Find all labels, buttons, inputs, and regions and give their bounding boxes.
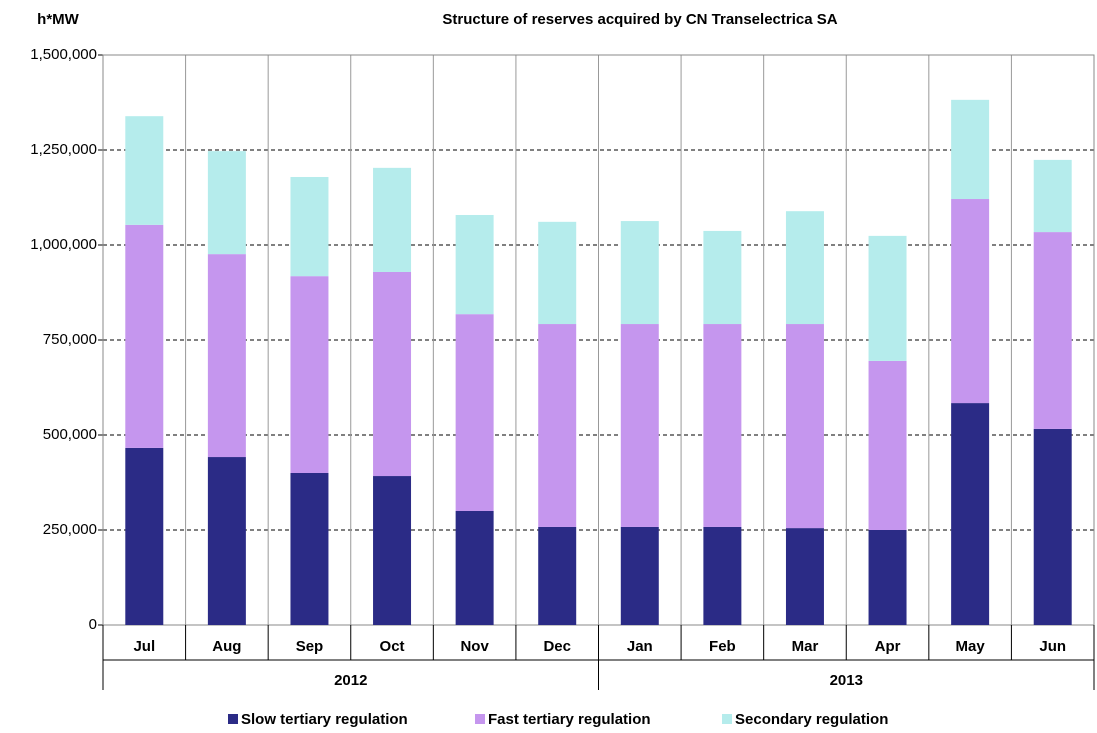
x-tick-label: Jan [627,638,653,655]
bar-segment [620,221,659,325]
bar-segment [538,221,577,325]
bar-segment [290,276,329,473]
y-tick-label: 1,000,000 [30,236,97,253]
bar-segment [125,447,164,625]
bar-segment [373,167,412,272]
y-tick-label: 1,250,000 [30,141,97,158]
y-tick-label: 250,000 [43,521,97,538]
bar-segment [951,199,990,404]
legend-label: Slow tertiary regulation [241,711,408,728]
x-tick-label: Apr [875,638,901,655]
bar-segment [1033,232,1072,429]
bar-segment [455,214,494,315]
bar-segment [1033,159,1072,233]
y-tick-label: 500,000 [43,426,97,443]
chart-title: Structure of reserves acquired by CN Tra… [442,11,837,28]
bar-segment [703,324,742,527]
legend-label: Secondary regulation [735,711,888,728]
x-tick-label: Sep [296,638,324,655]
bar-segment [868,235,907,361]
bar-segment [290,473,329,625]
legend-swatch [228,714,238,724]
bar-segment [785,211,824,325]
bar-segment [951,99,990,200]
x-tick-label: May [956,638,986,655]
bar-segment [538,324,577,527]
x-tick-label: Feb [709,638,736,655]
bar-segment [207,151,246,255]
bar-segment [620,324,659,527]
x-tick-label: Dec [543,638,571,655]
x-tick-label: Nov [460,638,489,655]
bar-segment [620,526,659,625]
bar-segment [455,314,494,511]
bar-segment [373,476,412,625]
y-tick-label: 0 [89,616,97,633]
y-axis-label: h*MW [37,11,79,28]
bar-segment [290,176,329,277]
bar-segment [125,116,164,225]
x-tick-label: Jul [133,638,155,655]
x-tick-label: Mar [792,638,819,655]
y-tick-label: 1,500,000 [30,46,97,63]
bar-segment [868,530,907,625]
legend-swatch [722,714,732,724]
y-tick-label: 750,000 [43,331,97,348]
legend-label: Fast tertiary regulation [488,711,651,728]
bar-segment [125,224,164,448]
bar-segment [1033,428,1072,625]
bar-segment [703,526,742,625]
bar-segment [373,271,412,477]
bar-segment [951,403,990,625]
bar-segment [207,254,246,458]
x-tick-label: Oct [380,638,405,655]
bar-segment [207,457,246,625]
x-tick-label: Aug [212,638,241,655]
bar-segment [538,526,577,625]
year-label: 2013 [830,672,863,689]
x-tick-label: Jun [1039,638,1066,655]
bar-segment [455,511,494,625]
bar-segment [785,324,824,529]
year-label: 2012 [334,672,367,689]
legend-swatch [475,714,485,724]
bar-segment [703,230,742,325]
bar-segment [868,360,907,530]
bar-segment [785,528,824,625]
